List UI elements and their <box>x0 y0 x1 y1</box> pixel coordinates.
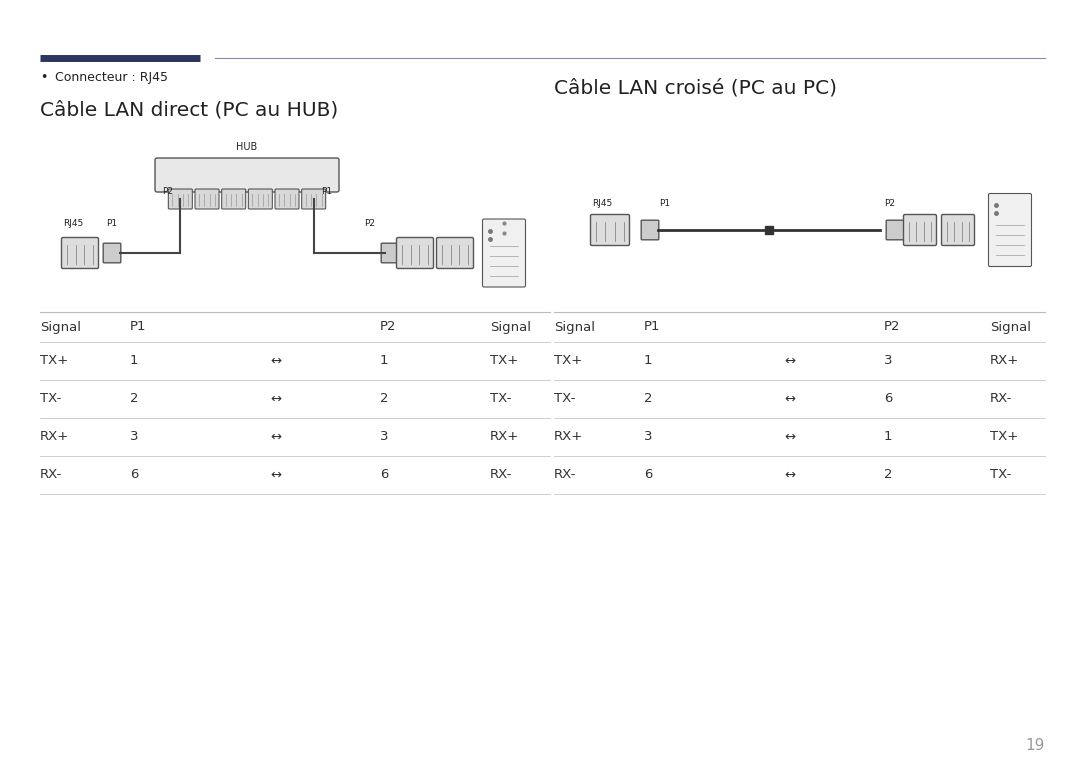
Text: Signal: Signal <box>490 320 531 333</box>
Text: TX+: TX+ <box>40 355 68 368</box>
Text: ↔: ↔ <box>270 430 281 443</box>
Text: Signal: Signal <box>554 320 595 333</box>
Text: RX-: RX- <box>990 392 1012 405</box>
Text: P1: P1 <box>130 320 147 333</box>
Text: 3: 3 <box>130 430 138 443</box>
FancyBboxPatch shape <box>301 189 326 209</box>
Text: 6: 6 <box>644 468 652 481</box>
Text: P2: P2 <box>885 199 895 208</box>
FancyBboxPatch shape <box>396 237 433 269</box>
FancyBboxPatch shape <box>887 221 904 240</box>
Text: RX-: RX- <box>490 468 512 481</box>
Text: 2: 2 <box>130 392 138 405</box>
Text: Câble LAN croisé (PC au PC): Câble LAN croisé (PC au PC) <box>554 78 837 97</box>
Text: 19: 19 <box>1026 738 1045 752</box>
FancyBboxPatch shape <box>104 243 121 262</box>
FancyBboxPatch shape <box>988 194 1031 266</box>
Text: TX-: TX- <box>40 392 62 405</box>
Text: RJ45: RJ45 <box>63 219 83 228</box>
Text: P1: P1 <box>660 199 671 208</box>
Text: ↔: ↔ <box>270 468 281 481</box>
Text: ↔: ↔ <box>784 392 795 405</box>
Text: 6: 6 <box>885 392 892 405</box>
Text: Signal: Signal <box>990 320 1031 333</box>
Text: TX+: TX+ <box>990 430 1018 443</box>
Text: 6: 6 <box>380 468 389 481</box>
FancyBboxPatch shape <box>436 237 473 269</box>
Text: 1: 1 <box>130 355 138 368</box>
Text: RX-: RX- <box>554 468 577 481</box>
Text: ↔: ↔ <box>784 468 795 481</box>
Text: TX+: TX+ <box>554 355 582 368</box>
Text: P2: P2 <box>885 320 901 333</box>
FancyBboxPatch shape <box>942 214 974 246</box>
Text: P1: P1 <box>107 219 118 228</box>
FancyBboxPatch shape <box>248 189 272 209</box>
Text: P2: P2 <box>162 188 173 197</box>
Text: ↔: ↔ <box>784 355 795 368</box>
FancyBboxPatch shape <box>195 189 219 209</box>
Text: P2: P2 <box>365 219 376 228</box>
FancyBboxPatch shape <box>591 214 630 246</box>
Text: 3: 3 <box>885 355 892 368</box>
Text: HUB: HUB <box>237 142 258 152</box>
Text: 1: 1 <box>885 430 892 443</box>
Text: 3: 3 <box>380 430 389 443</box>
Text: P1: P1 <box>321 188 332 197</box>
FancyBboxPatch shape <box>642 221 659 240</box>
Text: 2: 2 <box>380 392 389 405</box>
Text: 2: 2 <box>885 468 892 481</box>
FancyBboxPatch shape <box>381 243 399 262</box>
Text: 1: 1 <box>644 355 652 368</box>
Text: 3: 3 <box>644 430 652 443</box>
Text: RX+: RX+ <box>40 430 69 443</box>
FancyBboxPatch shape <box>904 214 936 246</box>
Text: Câble LAN direct (PC au HUB): Câble LAN direct (PC au HUB) <box>40 100 338 119</box>
Text: RJ45: RJ45 <box>592 199 612 208</box>
Text: RX+: RX+ <box>490 430 519 443</box>
Text: ↔: ↔ <box>784 430 795 443</box>
Text: TX-: TX- <box>490 392 511 405</box>
Text: 6: 6 <box>130 468 138 481</box>
Text: P2: P2 <box>380 320 396 333</box>
Text: Signal: Signal <box>40 320 81 333</box>
FancyBboxPatch shape <box>156 158 339 192</box>
FancyBboxPatch shape <box>275 189 299 209</box>
FancyBboxPatch shape <box>62 237 98 269</box>
Text: •: • <box>40 72 48 85</box>
FancyBboxPatch shape <box>221 189 245 209</box>
Text: RX-: RX- <box>40 468 63 481</box>
Text: ↔: ↔ <box>270 392 281 405</box>
Text: ↔: ↔ <box>270 355 281 368</box>
Text: Connecteur : RJ45: Connecteur : RJ45 <box>55 72 168 85</box>
Text: TX+: TX+ <box>490 355 518 368</box>
FancyBboxPatch shape <box>483 219 526 287</box>
Text: TX-: TX- <box>554 392 576 405</box>
Text: 1: 1 <box>380 355 389 368</box>
Text: TX-: TX- <box>990 468 1011 481</box>
Text: 2: 2 <box>644 392 652 405</box>
Text: RX+: RX+ <box>554 430 583 443</box>
Text: P1: P1 <box>644 320 661 333</box>
Text: RX+: RX+ <box>990 355 1020 368</box>
FancyBboxPatch shape <box>168 189 192 209</box>
